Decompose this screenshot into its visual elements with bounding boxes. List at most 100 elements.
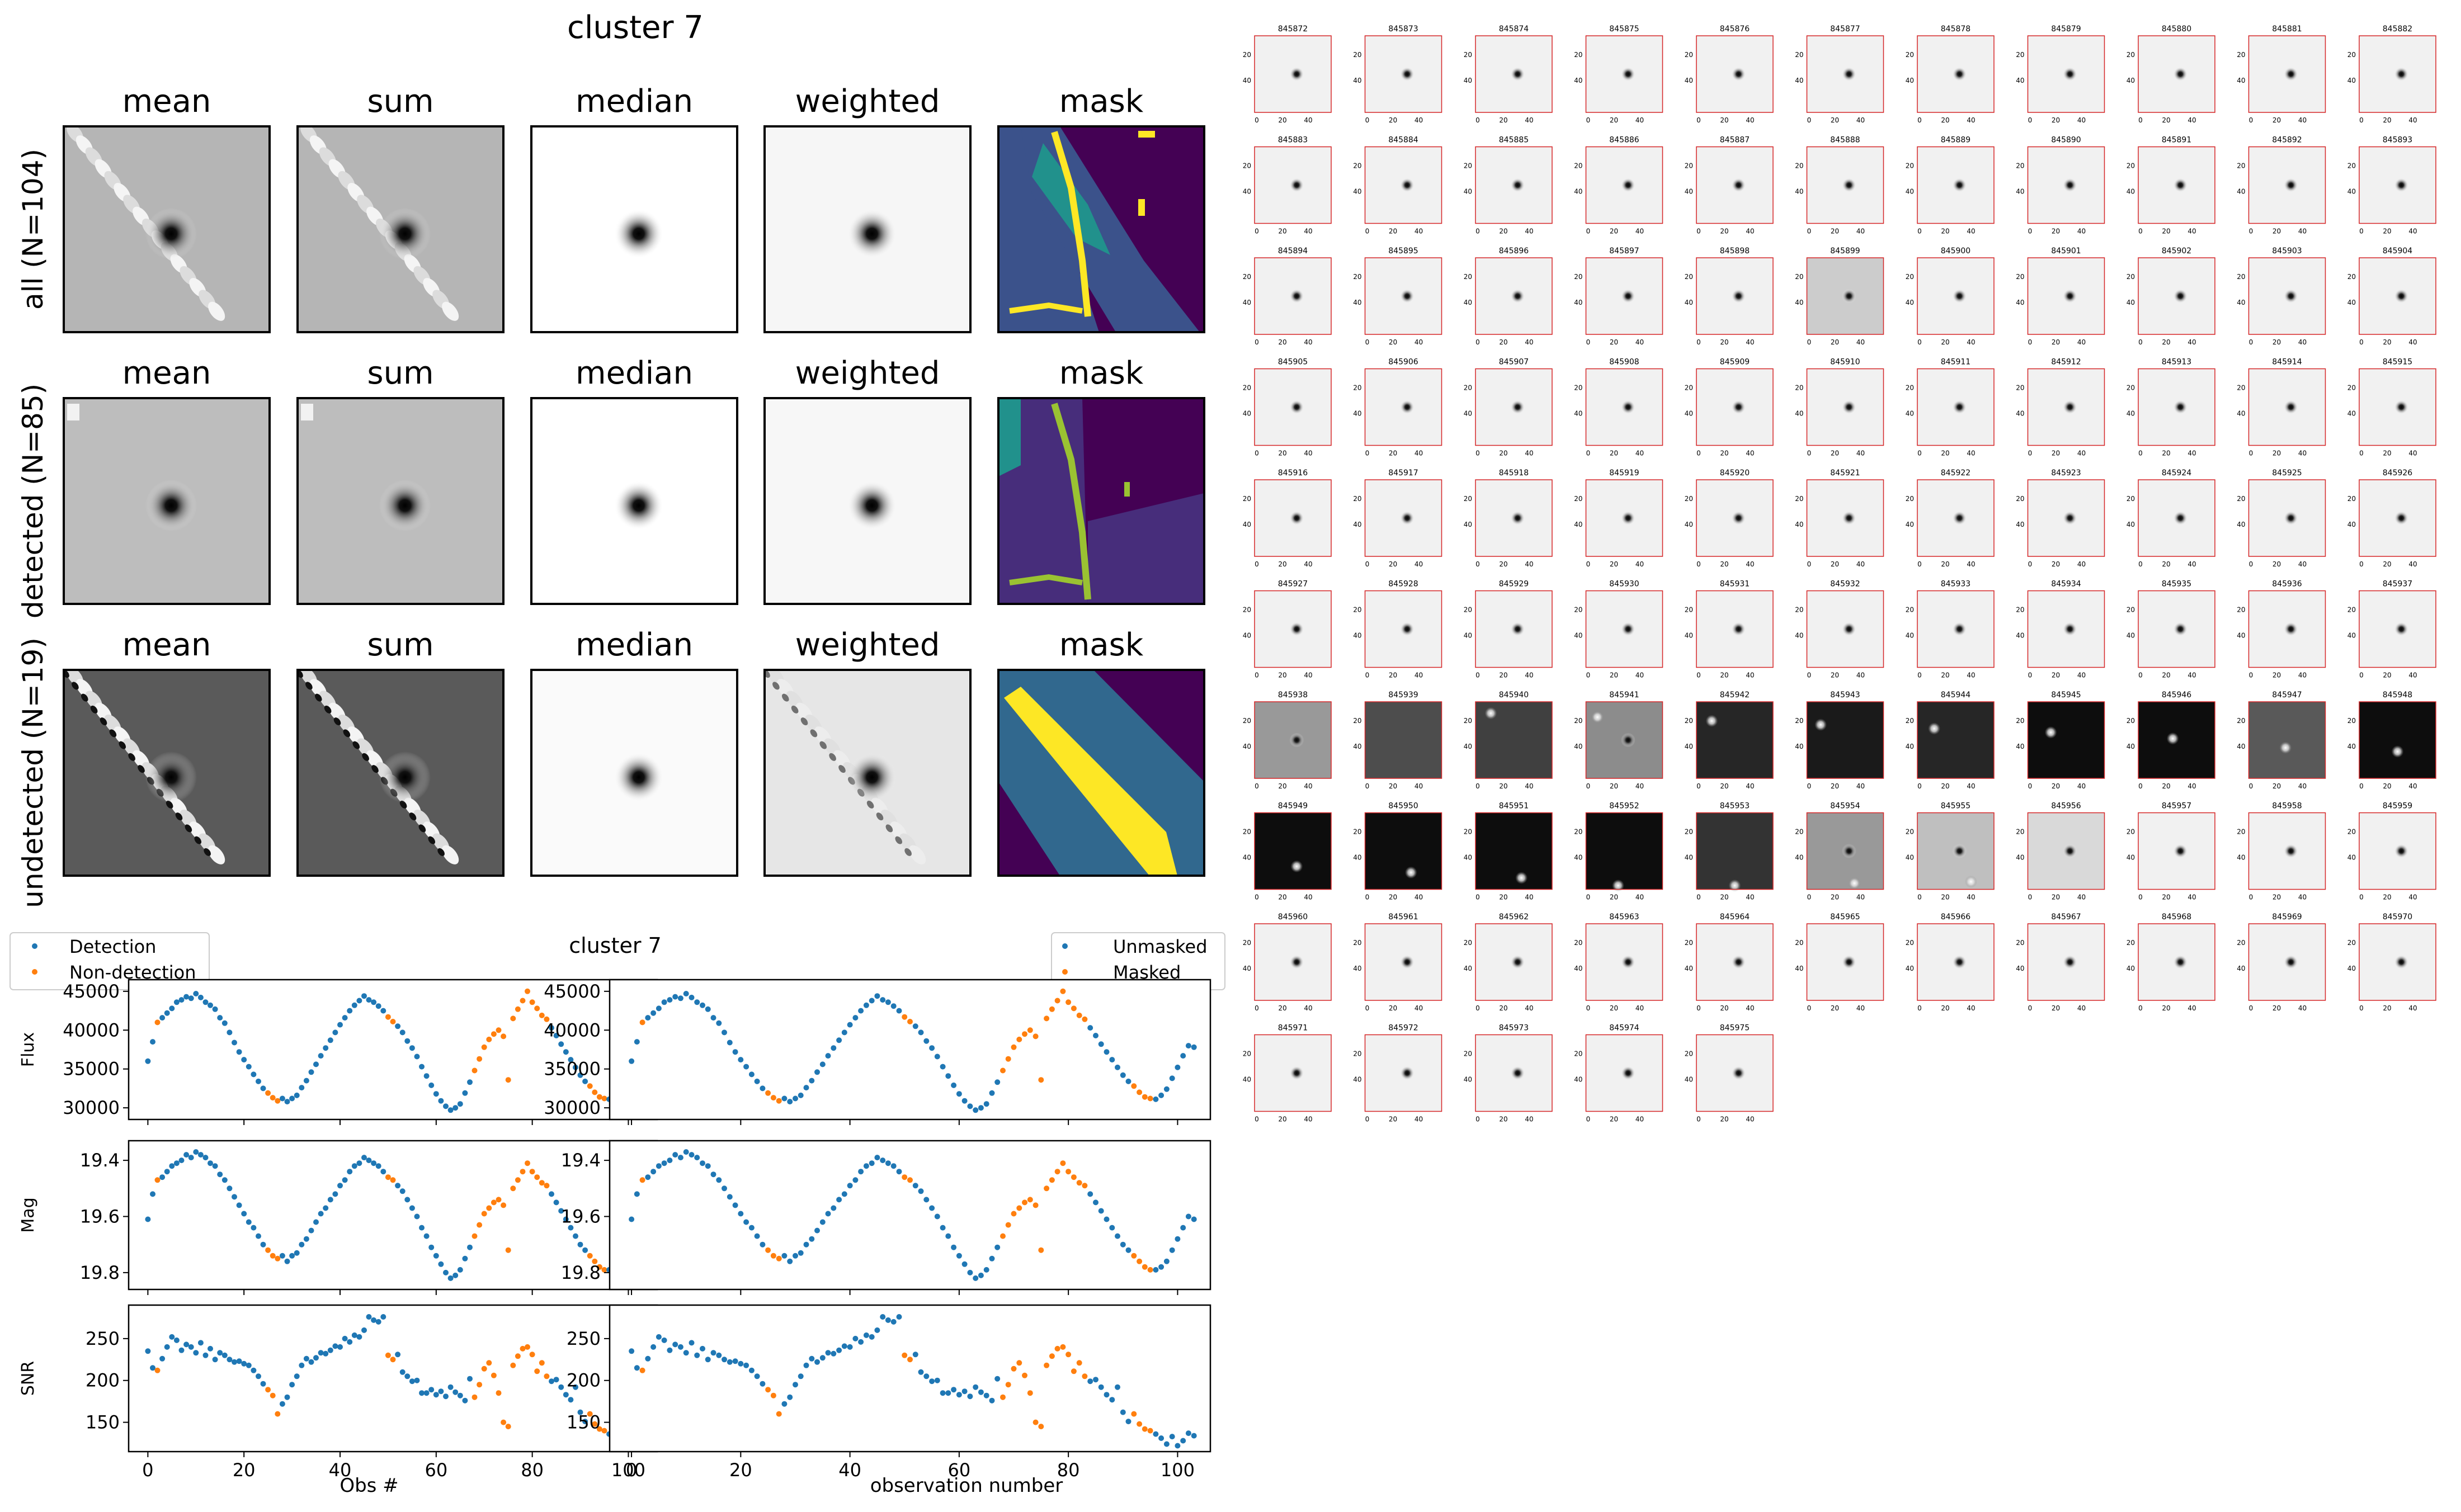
- data-point-65: [983, 1392, 989, 1398]
- thumbnail-y-tick: 20: [2237, 495, 2245, 503]
- y-tick-label: 40000: [63, 1019, 120, 1041]
- thumbnail-x-tick: 40: [2187, 450, 2196, 457]
- data-point-59: [951, 1387, 957, 1393]
- thumbnail-star: [1510, 289, 1525, 304]
- thumbnail-id: 845898: [1720, 247, 1750, 256]
- legend-detection-label: Detection: [69, 936, 156, 957]
- thumbnail-x-tick: 20: [1831, 228, 1839, 235]
- thumbnail-x-tick: 40: [1856, 116, 1865, 124]
- data-point-27: [275, 1098, 281, 1104]
- data-point-15: [217, 1350, 223, 1356]
- thumbnail-x-tick: 40: [1746, 338, 1754, 346]
- thumbnail-x-tick: 0: [2028, 782, 2033, 790]
- data-point-21: [743, 1064, 749, 1070]
- streak-shadow: [109, 729, 117, 738]
- data-point-37: [323, 1045, 329, 1051]
- legend-masked-marker: [1062, 969, 1068, 975]
- thumbnail-x-tick: 0: [2249, 672, 2253, 679]
- thumbnail-star: [1510, 178, 1525, 192]
- thumbnail-frame: [1806, 590, 1884, 668]
- data-point-50: [385, 1174, 391, 1180]
- thumbnail-id: 845954: [1830, 802, 1860, 811]
- thumbnail-y-tick: 20: [1685, 606, 1693, 614]
- thumbnail-id: 845906: [1388, 358, 1418, 367]
- thumbnail-frame: [1585, 923, 1663, 1001]
- data-point-54: [923, 1373, 930, 1379]
- thumbnail-id: 845936: [2272, 580, 2302, 589]
- thumbnail-y-tick: 40: [1464, 188, 1472, 196]
- data-point-37: [323, 1350, 329, 1357]
- thumbnail-star: [2283, 511, 2298, 526]
- data-point-24: [260, 1381, 266, 1387]
- thumbnail-id: 845909: [1720, 358, 1750, 367]
- thumbnail-star: [2173, 844, 2188, 858]
- thumbnail-id: 845937: [2383, 580, 2412, 589]
- thumbnail-id: 845966: [1941, 913, 1971, 922]
- thumbnail-y-tick: 20: [1795, 162, 1803, 170]
- data-point-10: [683, 1350, 689, 1356]
- thumbnail-bright-spot: [1484, 707, 1497, 720]
- data-point-1: [634, 1191, 640, 1197]
- y-axis-label: SNR: [18, 1361, 38, 1396]
- data-point-79: [525, 988, 530, 994]
- thumbnail-y-tick: 20: [1243, 495, 1251, 503]
- thumbnail-x-tick: 40: [1635, 1116, 1644, 1123]
- data-point-35: [313, 1355, 319, 1361]
- data-point-58: [423, 1390, 430, 1396]
- thumbnail-frame: [1254, 590, 1332, 668]
- thumbnail-id: 845890: [2051, 136, 2081, 145]
- thumbnail-star: [1620, 955, 1635, 970]
- thumbnail-y-tick: 20: [1574, 384, 1582, 392]
- thumbnail-star: [1399, 511, 1415, 526]
- thumbnail-id: 845931: [1720, 580, 1750, 589]
- thumbnail-x-tick: 0: [1586, 560, 1591, 568]
- thumbnail-y-tick: 20: [2347, 939, 2356, 947]
- streak-segment: [442, 845, 459, 864]
- thumbnail-bright-spot: [2044, 726, 2057, 739]
- panel-frame: [997, 397, 1205, 605]
- thumbnail-x-tick: 0: [2138, 116, 2143, 124]
- thumbnail-x-tick: 40: [1525, 338, 1533, 346]
- thumbnail-bright-spot: [2166, 732, 2179, 745]
- data-point-67: [994, 1244, 1001, 1250]
- data-point-78: [520, 1345, 526, 1352]
- thumbnail-y-tick: 40: [2127, 299, 2135, 306]
- data-point-46: [366, 1157, 372, 1164]
- thumbnail-x-tick: 40: [1415, 116, 1423, 124]
- data-point-73: [1027, 1197, 1033, 1203]
- streak-shadow: [72, 682, 79, 690]
- data-point-11: [197, 1152, 204, 1158]
- data-point-78: [1054, 1169, 1060, 1175]
- data-point-34: [814, 1359, 820, 1365]
- thumbnail-frame: [2138, 257, 2215, 335]
- row-label-1: detected (N=85): [17, 384, 49, 618]
- thumbnail-id: 845924: [2162, 469, 2192, 478]
- thumbnail-frame: [1475, 35, 1553, 113]
- star-psf: [145, 752, 197, 803]
- stack-panel-0-0: [63, 125, 271, 333]
- thumbnail-x-tick: 0: [1475, 228, 1480, 235]
- data-point-67: [994, 1079, 1001, 1085]
- thumbnail-y-tick: 40: [2347, 521, 2356, 528]
- thumbnail-id: 845874: [1499, 25, 1529, 34]
- thumbnail-x-tick: 40: [1746, 782, 1754, 790]
- thumbnail-frame: [1254, 146, 1332, 224]
- thumbnail-x-tick: 40: [2077, 1004, 2086, 1012]
- thumbnail-x-tick: 40: [2408, 672, 2417, 679]
- data-point-17: [227, 1185, 233, 1192]
- thumbnail-x-tick: 0: [2028, 560, 2033, 568]
- data-point-74: [501, 1202, 507, 1208]
- thumbnail-x-tick: 0: [1365, 1116, 1370, 1123]
- streak-shadow: [343, 729, 351, 738]
- data-point-10: [193, 1149, 199, 1155]
- thumbnail-y-tick: 40: [1906, 299, 1914, 306]
- thumbnail-frame: [1806, 35, 1884, 113]
- thumbnail-y-tick: 20: [1574, 495, 1582, 503]
